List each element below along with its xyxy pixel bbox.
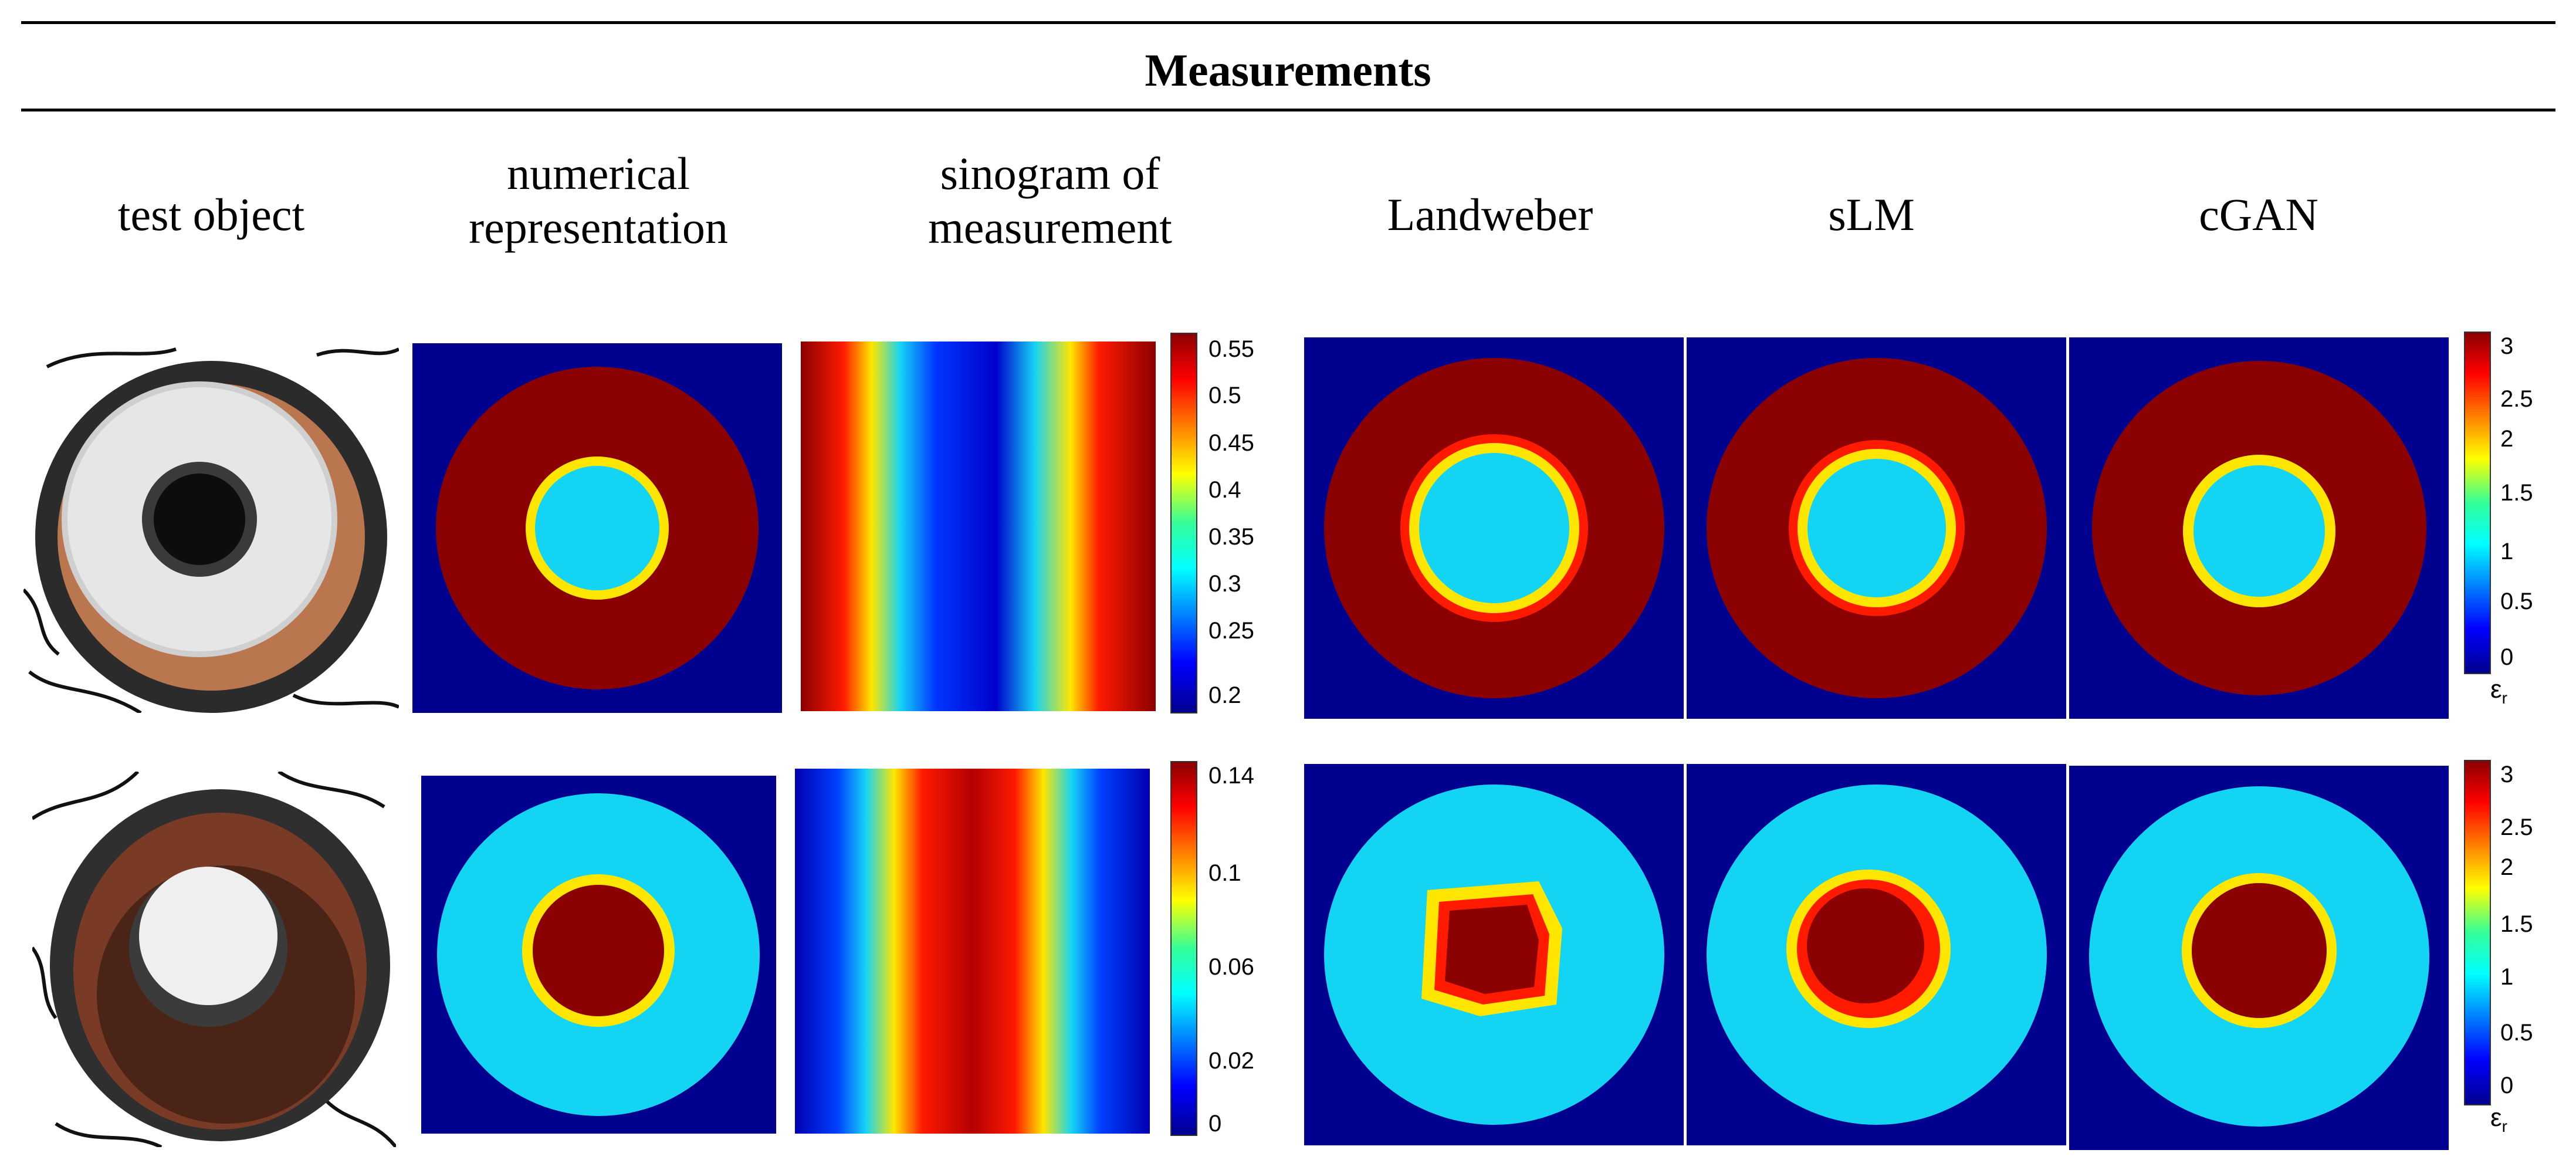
tick-label: 1.5 (2500, 480, 2533, 506)
test-object-photo-1 (23, 347, 399, 713)
tick-label: 2 (2500, 854, 2514, 880)
col-label: test object (117, 189, 305, 240)
sinogram-colorbar-2 (1170, 761, 1197, 1136)
tick-label: 0.2 (1209, 682, 1241, 708)
col-test-object: test object (53, 188, 370, 242)
tick-label: 0 (1209, 1111, 1222, 1137)
tick-label: 3 (2500, 333, 2514, 359)
col-label-line1: numerical (507, 148, 690, 199)
top-rule (21, 21, 2555, 24)
epsilon-r-label-1: εr (2490, 675, 2507, 708)
slm-reconstruction-1 (1687, 337, 2066, 719)
tick-label: 0 (2500, 1073, 2514, 1098)
col-label: Landweber (1387, 189, 1593, 240)
tick-label: 1.5 (2500, 911, 2533, 937)
col-numerical-representation: numerical representation (411, 147, 786, 255)
tick-label: 3 (2500, 762, 2514, 787)
permittivity-colorbar-1 (2464, 332, 2491, 674)
landweber-reconstruction-2 (1304, 764, 1684, 1145)
cgan-reconstruction-1 (2069, 337, 2449, 719)
tick-label: 0.5 (1209, 383, 1241, 408)
permittivity-colorbar-2 (2464, 760, 2491, 1105)
test-object-photo-2 (32, 772, 396, 1147)
col-cgan: cGAN (2071, 188, 2446, 242)
tick-label: 2.5 (2500, 814, 2533, 840)
col-label: sLM (1828, 189, 1915, 240)
col-slm: sLM (1684, 188, 2059, 242)
col-landweber: Landweber (1302, 188, 1678, 242)
cgan-reconstruction-2 (2069, 766, 2449, 1150)
tick-label: 0.06 (1209, 954, 1254, 980)
tick-label: 0 (2500, 644, 2514, 670)
inner-core (535, 466, 659, 590)
col-label: cGAN (2199, 189, 2318, 240)
epsilon-symbol: ε (2490, 675, 2502, 704)
tick-label: 0.02 (1209, 1048, 1254, 1074)
col-sinogram: sinogram of measurement (862, 147, 1238, 255)
tick-label: 2.5 (2500, 386, 2533, 412)
col-label-line1: sinogram of (940, 148, 1160, 199)
epsilon-r-label-2: εr (2490, 1103, 2507, 1136)
tick-label: 0.35 (1209, 524, 1254, 550)
tick-label: 2 (2500, 426, 2514, 452)
sinogram-2 (795, 769, 1150, 1134)
col-label-line2: representation (469, 202, 728, 253)
header-rule (21, 109, 2555, 111)
tick-label: 0.3 (1209, 571, 1241, 597)
numerical-representation-2 (421, 776, 776, 1134)
tick-label: 0.5 (2500, 589, 2533, 614)
table-title: Measurements (1145, 45, 1431, 96)
tick-label: 0.4 (1209, 477, 1241, 503)
sinogram-colorbar-1 (1170, 333, 1197, 714)
numerical-representation-1 (412, 343, 782, 713)
tick-label: 0.5 (2500, 1020, 2533, 1046)
slm-reconstruction-2 (1687, 764, 2066, 1145)
tick-label: 0.55 (1209, 336, 1254, 362)
landweber-reconstruction-1 (1304, 337, 1684, 719)
tick-label: 0.14 (1209, 763, 1254, 789)
tick-label: 0.25 (1209, 618, 1254, 644)
tick-label: 1 (2500, 539, 2514, 564)
tick-label: 1 (2500, 964, 2514, 990)
tick-label: 0.1 (1209, 860, 1241, 886)
epsilon-subscript: r (2501, 1117, 2507, 1135)
epsilon-symbol: ε (2490, 1103, 2502, 1132)
col-label-line2: measurement (928, 202, 1172, 253)
epsilon-subscript: r (2501, 688, 2507, 707)
sinogram-1 (801, 341, 1156, 711)
tick-label: 0.45 (1209, 430, 1254, 456)
